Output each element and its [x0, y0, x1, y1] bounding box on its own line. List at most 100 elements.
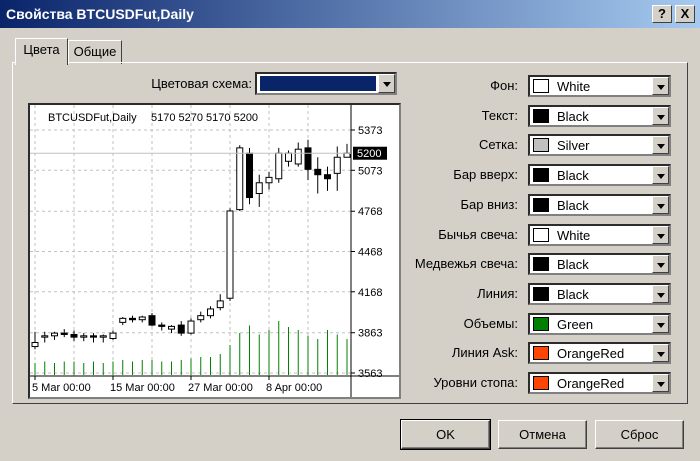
- color-swatch: [533, 168, 549, 182]
- bull-candle: [275, 152, 283, 180]
- price-tick-label: 4468: [358, 247, 382, 259]
- price-tick-label: 3863: [358, 328, 382, 340]
- chart-preview: 5373 5073 4768 4468 4168 3863 3563 5 Mar 00:00…: [28, 103, 401, 399]
- chevron-down-icon[interactable]: [652, 285, 669, 303]
- chevron-down-icon[interactable]: [652, 196, 669, 214]
- bull-candle: [31, 342, 39, 348]
- property-color-select[interactable]: OrangeRed: [528, 342, 671, 364]
- bear-candle: [148, 315, 156, 326]
- tab-colors[interactable]: Цвета: [15, 38, 68, 65]
- color-swatch: [533, 109, 549, 123]
- bull-candle: [168, 325, 175, 330]
- property-label: Текст:: [481, 108, 518, 123]
- property-color-select[interactable]: Black: [528, 194, 671, 216]
- time-ticks: 5 Mar 00:00 15 Mar 00:00 27 Mar 00:00 8 Apr…: [32, 376, 322, 394]
- volume-bars: [34, 321, 348, 375]
- close-button[interactable]: X: [675, 5, 695, 23]
- property-label: Бычья свеча:: [438, 227, 518, 242]
- window-title: Свойства BTCUSDFut,Daily: [6, 6, 194, 22]
- property-value: Green: [557, 317, 594, 332]
- property-color-select[interactable]: OrangeRed: [528, 372, 671, 394]
- chevron-down-icon[interactable]: [652, 77, 669, 95]
- property-value: Black: [557, 198, 589, 213]
- chevron-down-icon[interactable]: [378, 74, 395, 93]
- time-tick-label: 8 Apr 00:00: [266, 382, 322, 394]
- tab-common[interactable]: Общие: [68, 40, 122, 64]
- property-value: Black: [557, 109, 589, 124]
- color-swatch: [533, 257, 549, 271]
- bear-candle: [246, 152, 253, 199]
- bull-candle: [197, 315, 205, 321]
- property-label: Фон:: [490, 78, 518, 93]
- chart-svg: 5373 5073 4768 4468 4168 3863 3563 5 Mar 00:00…: [30, 105, 399, 397]
- title-bar: Свойства BTCUSDFut,Daily ? X: [0, 0, 700, 28]
- price-tick-label: 3563: [358, 368, 382, 380]
- bear-candle: [314, 168, 322, 176]
- time-tick-label: 5 Mar 00:00: [32, 382, 91, 394]
- bull-candle: [99, 335, 107, 338]
- property-color-select[interactable]: White: [528, 224, 671, 246]
- chevron-down-icon[interactable]: [652, 166, 669, 184]
- bull-candle: [41, 335, 49, 338]
- property-label: Медвежья свеча:: [414, 256, 518, 271]
- bear-candle: [90, 335, 97, 338]
- color-swatch: [533, 138, 549, 152]
- bull-candle: [187, 320, 195, 334]
- property-label: Линия:: [477, 286, 518, 301]
- price-ticks: 5373 5073 4768 4468 4168 3863 3563: [351, 125, 382, 380]
- property-color-select[interactable]: White: [528, 75, 671, 97]
- price-tick-label: 5373: [358, 125, 382, 137]
- time-tick-label: 27 Mar 00:00: [188, 382, 253, 394]
- property-color-select[interactable]: Black: [528, 105, 671, 127]
- color-swatch: [533, 198, 549, 212]
- property-value: Black: [557, 168, 589, 183]
- price-tick-label: 5073: [358, 165, 382, 177]
- property-label: Бар вверх:: [453, 167, 518, 182]
- color-scheme-select[interactable]: [255, 72, 397, 95]
- chevron-down-icon[interactable]: [652, 315, 669, 333]
- color-scheme-swatch: [260, 76, 376, 91]
- property-color-select[interactable]: Green: [528, 313, 671, 335]
- ok-button[interactable]: OK: [400, 419, 491, 450]
- chevron-down-icon[interactable]: [652, 107, 669, 125]
- chevron-down-icon[interactable]: [652, 344, 669, 362]
- property-label: Уровни стопа:: [433, 375, 518, 390]
- chevron-down-icon[interactable]: [652, 136, 669, 154]
- property-value: OrangeRed: [557, 346, 625, 361]
- bull-candle: [226, 210, 234, 299]
- bull-candle: [119, 317, 127, 323]
- bear-candle: [129, 317, 136, 321]
- bear-candle: [60, 332, 68, 335]
- bull-candle: [294, 148, 302, 165]
- property-value: Black: [557, 257, 589, 272]
- chevron-down-icon[interactable]: [652, 226, 669, 244]
- cancel-button[interactable]: Отмена: [498, 420, 587, 449]
- property-value: OrangeRed: [557, 376, 625, 391]
- reset-button[interactable]: Сброс: [595, 420, 684, 449]
- property-value: Silver: [557, 138, 590, 153]
- bull-candle: [207, 308, 214, 317]
- bull-candle: [285, 152, 292, 162]
- chevron-down-icon[interactable]: [652, 374, 669, 392]
- property-label: Объемы:: [463, 316, 518, 331]
- price-tick-label: 4168: [358, 287, 382, 299]
- property-label: Сетка:: [479, 137, 518, 152]
- chevron-down-icon[interactable]: [652, 255, 669, 273]
- bear-candle: [304, 147, 312, 170]
- color-swatch: [533, 346, 549, 360]
- color-scheme-label: Цветовая схема:: [151, 76, 252, 91]
- property-color-select[interactable]: Silver: [528, 134, 671, 156]
- color-swatch: [533, 376, 549, 390]
- property-value: Black: [557, 287, 589, 302]
- bull-candle: [343, 152, 351, 158]
- property-color-select[interactable]: Black: [528, 283, 671, 305]
- property-color-select[interactable]: Black: [528, 253, 671, 275]
- help-button[interactable]: ?: [652, 5, 672, 23]
- property-color-select[interactable]: Black: [528, 164, 671, 186]
- chart-ohlc-label: 5170 5270 5170 5200: [151, 112, 258, 124]
- bull-candle: [80, 335, 88, 338]
- bull-candle: [236, 147, 244, 211]
- bull-candle: [138, 316, 146, 321]
- bull-candle: [109, 332, 117, 339]
- property-label: Бар вниз:: [460, 197, 518, 212]
